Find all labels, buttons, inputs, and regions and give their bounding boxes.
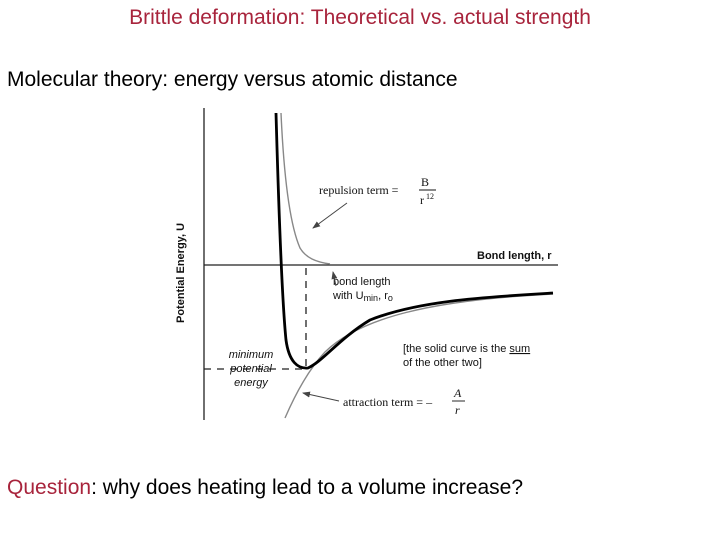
minimum-energy-line2: potential <box>229 363 272 375</box>
slide-subtitle: Molecular theory: energy versus atomic d… <box>7 68 458 91</box>
repulsion-exponent: 12 <box>426 192 434 201</box>
bond-length-sub-min: min <box>364 293 379 303</box>
minimum-energy-line1: minimum <box>229 349 274 361</box>
x-axis-label: Bond length, r <box>477 250 552 262</box>
repulsion-arrow <box>312 202 348 229</box>
bond-length-arrow <box>331 271 338 287</box>
bond-length-sub-o: o <box>388 293 393 303</box>
attraction-denominator: r <box>455 403 460 417</box>
slide-title: Brittle deformation: Theoretical vs. act… <box>129 6 591 29</box>
repulsion-term-label: repulsion term = <box>319 183 399 197</box>
bond-length-label-line2: with Umin, ro <box>332 290 393 303</box>
question-body: : why does heating lead to a volume incr… <box>91 476 523 499</box>
repulsion-numerator: B <box>421 175 429 189</box>
y-axis-label: Potential Energy, U <box>175 223 187 323</box>
attraction-arrow <box>302 391 340 402</box>
question-word: Question <box>7 476 92 499</box>
bond-length-label-line1: bond length <box>333 276 391 288</box>
sum-note-line2: of the other two] <box>403 357 482 369</box>
attraction-numerator: A <box>453 386 462 400</box>
repulsion-curve <box>280 112 331 265</box>
bond-length-with-u: with U <box>332 290 364 302</box>
sum-note-word: sum <box>509 343 530 355</box>
sum-note-line1: [the solid curve is the sum <box>403 343 530 355</box>
sum-curve <box>274 112 554 370</box>
bond-length-r: , r <box>378 290 388 302</box>
question-text: Question: why does heating lead to a vol… <box>7 476 523 500</box>
attraction-term-label: attraction term = – <box>343 395 433 409</box>
minimum-energy-line3: energy <box>234 377 269 389</box>
sum-note-prefix: [the solid curve is the <box>403 343 509 355</box>
repulsion-denominator: r <box>420 193 424 207</box>
